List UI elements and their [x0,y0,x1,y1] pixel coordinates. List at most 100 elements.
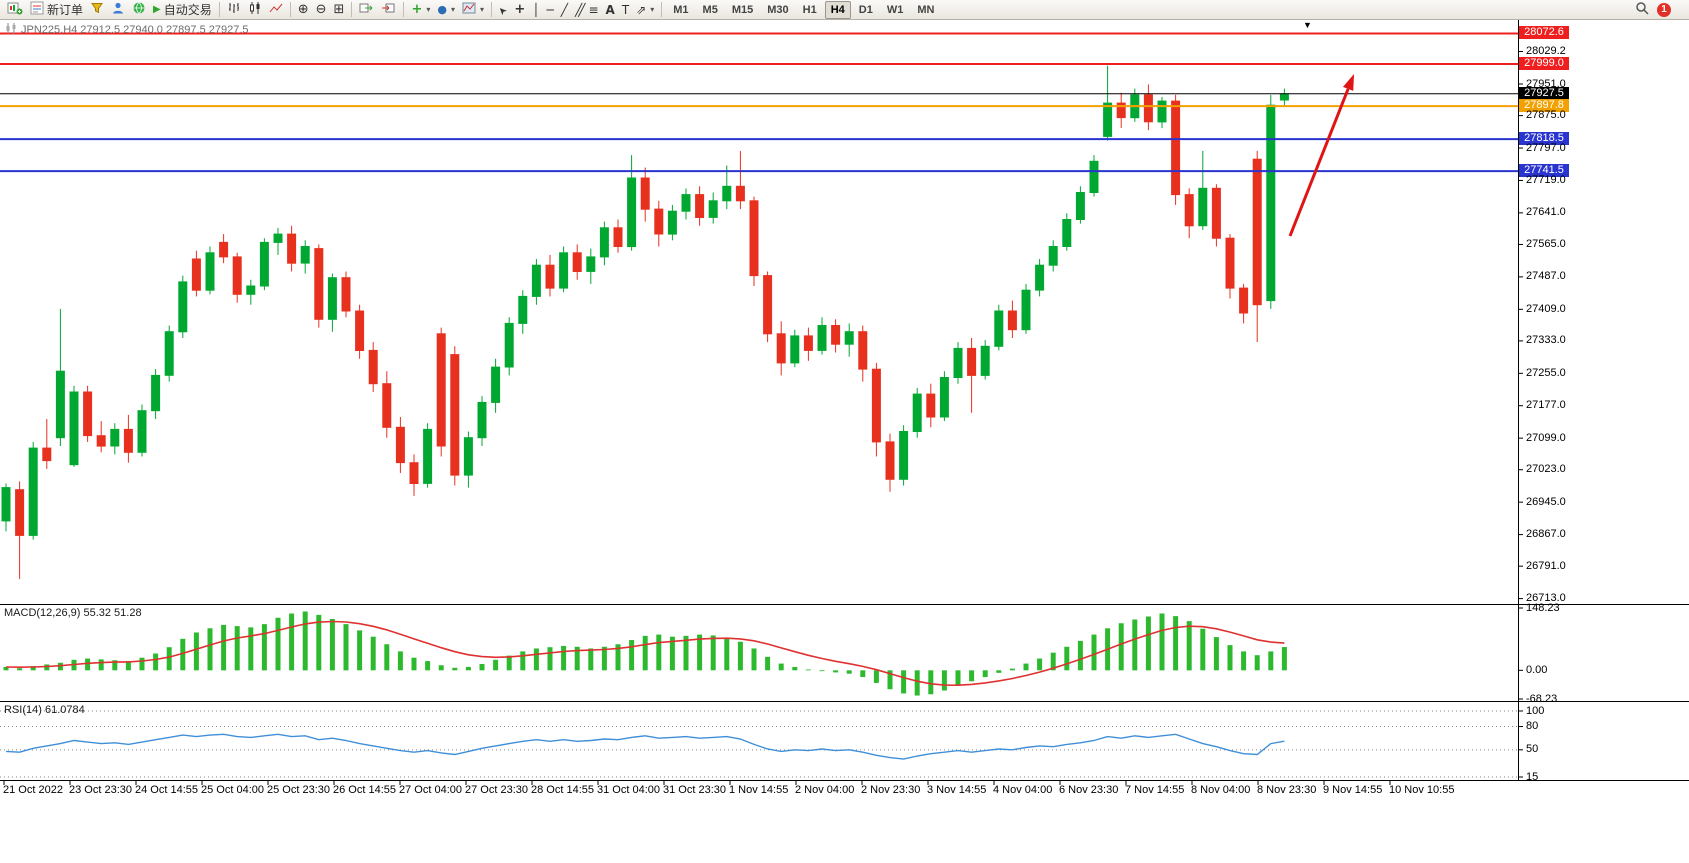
time-axis-label: 27 Oct 04:00 [399,784,462,796]
periods-button[interactable]: ● ▾ [434,1,458,18]
indicator-plus-icon: + [411,2,423,17]
time-axis-label: 2 Nov 23:30 [861,784,921,796]
indicators-button[interactable]: + ▾ [408,1,433,18]
rsi-panel[interactable] [0,702,1518,780]
macd-panel[interactable] [0,605,1518,701]
arrows-button[interactable]: ⇗ ▾ [633,1,657,18]
line-chart-button[interactable] [266,1,286,18]
time-axis-label: 26 Oct 14:55 [333,784,396,796]
price-tick-label: 27719.0 [1526,173,1566,186]
new-order-label: 新订单 [47,3,84,17]
horizontal-line-icon: ─ [546,2,554,17]
line-chart-icon [269,1,283,18]
text-icon: A [605,2,615,17]
tile-windows-button[interactable]: ⊞ [331,1,348,18]
fibonacci-icon: ≡ [588,2,599,17]
time-axis-label: 4 Nov 04:00 [993,784,1053,796]
vertical-line-button[interactable]: │ [529,1,542,18]
text-label-button[interactable]: T [619,1,632,18]
time-axis-label: 6 Nov 23:30 [1059,784,1119,796]
autotrading-button[interactable]: ▶ 自动交易 [150,1,215,18]
person-icon [111,1,125,18]
timeframe-button-m1[interactable]: M1 [673,3,689,16]
time-axis-label: 25 Oct 04:00 [201,784,264,796]
chevron-down-icon: ▾ [650,5,655,14]
time-axis-label: 23 Oct 23:30 [69,784,132,796]
price-tick-label: 26867.0 [1526,528,1566,541]
crosshair-button[interactable]: + [511,1,528,18]
new-order-icon [30,1,44,18]
price-line-badge: 27818.5 [1519,132,1569,146]
templates-button[interactable]: ▾ [459,1,487,18]
macd-scale-label: 148.23 [1526,601,1560,614]
time-axis-label: 2 Nov 04:00 [795,784,855,796]
time-axis-label: 25 Oct 23:30 [267,784,330,796]
notification-badge[interactable]: 1 [1657,2,1671,17]
price-tick-label: 27487.0 [1526,270,1566,283]
chart-plot-area[interactable] [0,20,1518,604]
cursor-button[interactable]: ➤ [496,1,510,18]
time-axis-label: 28 Oct 14:55 [531,784,594,796]
price-tick-label: 26791.0 [1526,559,1566,572]
toolbar-separator [289,2,291,17]
time-axis-label: 27 Oct 23:30 [465,784,528,796]
rsi-scale-label: 100 [1526,704,1545,717]
toolbar-separator [218,2,220,17]
candlestick-chart-button[interactable] [245,1,265,18]
zoom-in-button[interactable]: ⊕ [295,1,312,18]
text-button[interactable]: A [603,1,618,18]
new-chart-button[interactable] [4,1,26,18]
rsi-scale-label: 80 [1526,720,1539,733]
chart-title-icon [5,23,17,37]
zoom-out-button[interactable]: ⊖ [313,1,330,18]
label-icon: T [621,2,630,17]
timeframe-button-m30[interactable]: M30 [767,3,789,16]
accounts-button[interactable] [108,1,128,18]
autotrading-status-button[interactable] [129,1,149,18]
price-tick-label: 27333.0 [1526,334,1566,347]
metaeditor-button[interactable] [87,1,107,18]
price-tick-label: 27951.0 [1526,77,1566,90]
channel-icon: ╱╱ [575,2,586,17]
price-tick-label: 27565.0 [1526,237,1566,250]
timeframe-button-d1[interactable]: D1 [858,3,873,16]
timeframe-button-h4[interactable]: H4 [824,0,851,19]
price-tick-label: 28029.2 [1526,45,1566,57]
search-button[interactable] [1632,1,1652,18]
chevron-down-icon: ▾ [450,5,455,14]
chevron-down-icon: ▾ [426,5,431,14]
cursor-icon: ➤ [496,2,510,17]
candlestick-chart-icon [248,1,262,18]
timeframe-button-h1[interactable]: H1 [802,3,817,16]
macd-label: MACD(12,26,9) 55.32 51.28 [4,607,142,619]
play-icon: ▶ [153,3,161,15]
toolbar-separator [491,2,493,17]
macd-scale-label: 0.00 [1526,663,1548,676]
timeframe-button-m15[interactable]: M15 [731,3,754,16]
macd-scale-label: -68.23 [1526,692,1558,705]
timeframe-button-m5[interactable]: M5 [702,3,718,16]
timeframe-button-w1[interactable]: W1 [886,3,904,16]
channel-button[interactable]: ╱╱ [572,1,586,18]
fibonacci-button[interactable]: ≡ [585,1,601,18]
zoom-in-icon: ⊕ [297,2,309,17]
template-icon [462,2,476,18]
price-tick-label: 27177.0 [1526,399,1566,412]
zoom-out-icon: ⊖ [315,2,327,17]
period-dot-icon: ● [437,3,447,16]
trendline-icon: ╱ [560,2,569,17]
timeframe-button-mn[interactable]: MN [917,3,935,16]
time-axis-label: 31 Oct 23:30 [663,784,726,796]
bar-chart-button[interactable] [224,1,244,18]
toolbar-separator [661,2,663,17]
time-axis-label: 1 Nov 14:55 [729,784,789,796]
rsi-scale-label: 50 [1526,743,1539,756]
trendline-button[interactable]: ╱ [558,1,571,18]
time-axis-label: 8 Nov 23:30 [1257,784,1317,796]
new-order-button[interactable]: 新订单 [27,1,86,18]
price-tick-label: 27255.0 [1526,366,1566,379]
chart-shift-button[interactable] [378,1,399,18]
horizontal-line-button[interactable]: ─ [544,1,557,18]
auto-scroll-button[interactable] [356,1,377,18]
